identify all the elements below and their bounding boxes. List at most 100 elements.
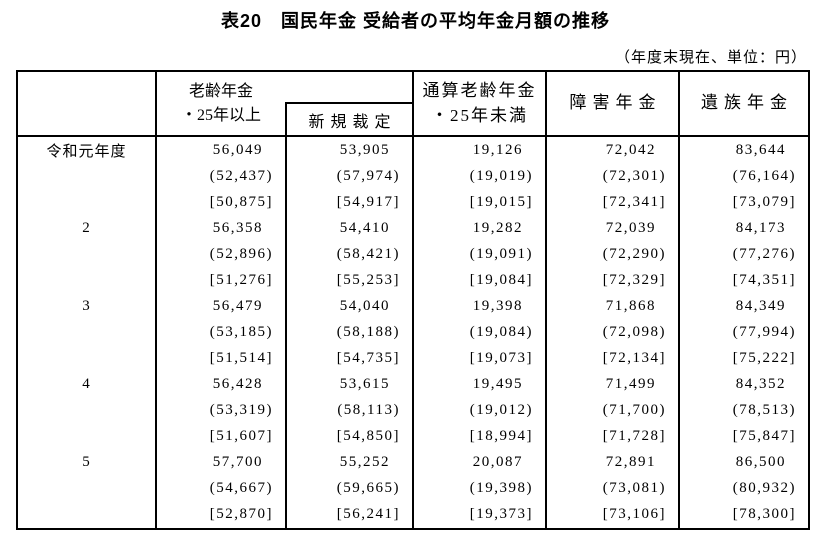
value-cell: (19,012)	[469, 402, 533, 419]
value-cell: 19,126	[472, 141, 523, 158]
value-cell: [75,222]	[732, 350, 796, 367]
table-body: 令和元年度 2 3 4 5 56,049 (52,437) [50,875] 56,358 (5…	[18, 137, 808, 528]
value-cell: (52,437)	[209, 167, 273, 184]
disability-value-column: 72,042 (72,301) [72,341] 72,039 (72,290) [72,…	[545, 137, 678, 528]
pension-table: 老齢年金 ・25年以上 新規裁定 通算老齢年金 ・25年未満 障害年金 遺族年金…	[16, 70, 810, 530]
table-header-row: 老齢年金 ・25年以上 新規裁定 通算老齢年金 ・25年未満 障害年金 遺族年金	[18, 72, 808, 137]
value-cell: [56,241]	[336, 506, 400, 523]
value-cell: [73,106]	[602, 506, 666, 523]
header-total-old-age-line1: 通算老齢年金	[422, 80, 537, 100]
header-old-age-cell: 老齢年金 ・25年以上 新規裁定	[155, 72, 412, 135]
value-cell: 56,358	[212, 219, 263, 236]
value-cell: [73,079]	[732, 193, 796, 210]
value-cell: 53,615	[339, 376, 390, 393]
value-cell: 55,252	[339, 454, 390, 471]
unit-note: （年度末現在、単位：円）	[614, 50, 807, 66]
header-total-old-age-cell: 通算老齢年金 ・25年未満	[412, 72, 545, 135]
header-disability-label: 障害年金	[569, 93, 662, 113]
value-cell: 72,042	[605, 141, 656, 158]
value-cell: 86,500	[735, 454, 786, 471]
header-new-ruling-cell: 新規裁定	[285, 102, 412, 135]
value-cell: [19,073]	[469, 350, 533, 367]
value-cell: 56,049	[212, 141, 263, 158]
value-cell: 84,173	[735, 219, 786, 236]
value-cell: (71,700)	[602, 402, 666, 419]
new-ruling-value-column: 53,905 (57,974) [54,917] 54,410 (58,421) [55,…	[285, 137, 412, 528]
year-label: 2	[82, 219, 91, 236]
header-old-age-line2: ・25年以上	[180, 106, 261, 124]
value-cell: [75,847]	[732, 428, 796, 445]
value-cell: [72,134]	[602, 350, 666, 367]
value-cell: (59,665)	[336, 480, 400, 497]
value-cell: [19,373]	[469, 506, 533, 523]
value-cell: (57,974)	[336, 167, 400, 184]
value-cell: [51,607]	[209, 428, 273, 445]
year-spacer	[18, 241, 155, 267]
value-cell: [71,728]	[602, 428, 666, 445]
year-label: 令和元年度	[46, 143, 127, 160]
value-cell: 83,644	[735, 141, 786, 158]
value-cell: 56,479	[212, 297, 263, 314]
year-label: 3	[82, 297, 91, 314]
value-cell: 71,499	[605, 376, 656, 393]
value-cell: (80,932)	[732, 480, 796, 497]
value-cell: [54,917]	[336, 193, 400, 210]
header-old-age-label: 老齢年金 ・25年以上	[157, 72, 285, 135]
value-cell: 54,410	[339, 219, 390, 236]
value-cell: [72,341]	[602, 193, 666, 210]
value-cell: [52,870]	[209, 506, 273, 523]
year-spacer	[18, 346, 155, 372]
value-cell: (73,081)	[602, 480, 666, 497]
value-cell: [54,735]	[336, 350, 400, 367]
page-title: 表20 国民年金 受給者の平均年金月額の推移	[220, 11, 611, 31]
value-cell: [72,329]	[602, 271, 666, 288]
value-cell: [55,253]	[336, 271, 400, 288]
value-cell: (19,084)	[469, 323, 533, 340]
header-survivor-label: 遺族年金	[701, 93, 793, 113]
value-cell: 84,352	[735, 376, 786, 393]
value-cell: (58,113)	[337, 402, 400, 419]
value-cell: [51,514]	[209, 350, 273, 367]
year-label: 4	[82, 376, 91, 393]
value-cell: (77,276)	[732, 245, 796, 262]
value-cell: (19,091)	[469, 245, 533, 262]
value-cell: 20,087	[472, 454, 523, 471]
value-cell: (52,896)	[209, 245, 273, 262]
value-cell: 84,349	[735, 297, 786, 314]
value-cell: [51,276]	[209, 271, 273, 288]
year-spacer	[18, 163, 155, 189]
value-cell: (54,667)	[209, 480, 273, 497]
header-new-ruling-label: 新規裁定	[308, 113, 397, 131]
value-cell: (76,164)	[732, 167, 796, 184]
value-cell: 19,282	[472, 219, 523, 236]
value-cell: [50,875]	[209, 193, 273, 210]
value-cell: [78,300]	[732, 506, 796, 523]
header-total-old-age-line2: ・25年未満	[431, 105, 528, 125]
value-cell: 19,398	[472, 297, 523, 314]
header-survivor-cell: 遺族年金	[678, 72, 808, 135]
year-spacer	[18, 267, 155, 293]
value-cell: (77,994)	[732, 323, 796, 340]
value-cell: [74,351]	[732, 271, 796, 288]
value-cell: [54,850]	[336, 428, 400, 445]
value-cell: 57,700	[212, 454, 263, 471]
year-spacer	[18, 189, 155, 215]
year-column: 令和元年度 2 3 4 5	[18, 137, 155, 528]
value-cell: 53,905	[339, 141, 390, 158]
value-cell: 54,040	[339, 297, 390, 314]
year-label: 5	[82, 454, 91, 471]
year-spacer	[18, 424, 155, 450]
value-cell: 56,428	[212, 376, 263, 393]
year-spacer	[18, 476, 155, 502]
value-cell: [19,084]	[469, 271, 533, 288]
header-disability-cell: 障害年金	[545, 72, 678, 135]
value-cell: 72,891	[605, 454, 656, 471]
year-spacer	[18, 502, 155, 528]
old-age-value-column: 56,049 (52,437) [50,875] 56,358 (52,896) [51,…	[155, 137, 285, 528]
year-spacer	[18, 398, 155, 424]
header-old-age-line1: 老齢年金	[188, 83, 253, 101]
value-cell: [19,015]	[469, 193, 533, 210]
value-cell: [18,994]	[469, 428, 533, 445]
value-cell: 19,495	[472, 376, 523, 393]
